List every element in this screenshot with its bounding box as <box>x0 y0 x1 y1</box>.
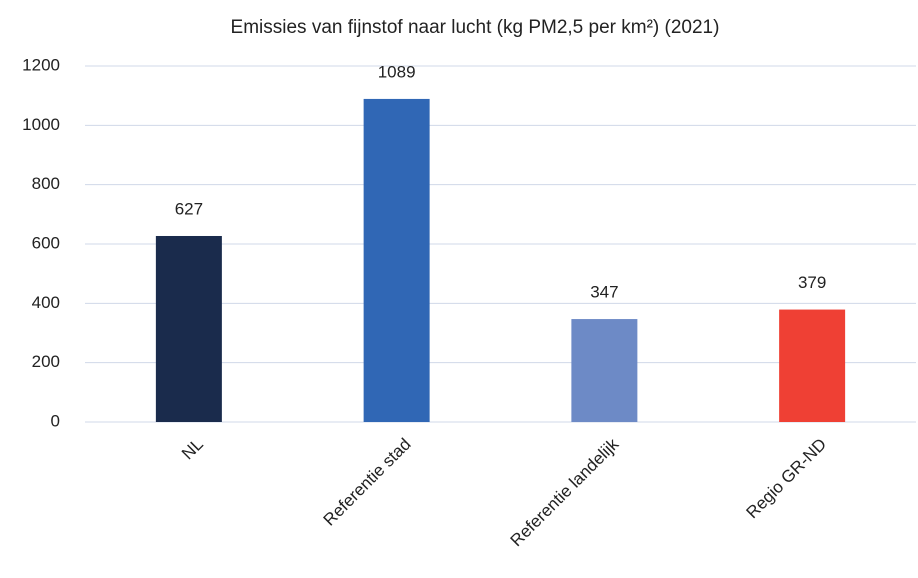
value-label: 627 <box>175 199 203 218</box>
y-tick-label: 1000 <box>22 115 60 134</box>
y-tick-label: 400 <box>32 293 60 312</box>
bar <box>779 309 846 422</box>
y-tick-label: 800 <box>32 174 60 193</box>
y-tick-label: 200 <box>32 352 60 371</box>
y-tick-label: 600 <box>32 233 60 252</box>
value-label: 347 <box>590 283 618 302</box>
value-label: 1089 <box>378 62 416 81</box>
x-tick-label: Referentie landelijk <box>507 434 623 550</box>
chart-title: Emissies van fijnstof naar lucht (kg PM2… <box>231 17 720 38</box>
value-label: 379 <box>798 273 826 292</box>
y-tick-label: 0 <box>51 411 60 430</box>
y-tick-label: 1200 <box>22 55 60 74</box>
bar <box>363 98 430 423</box>
x-tick-label: Referentie stad <box>320 435 415 530</box>
bar <box>571 319 638 422</box>
x-tick-label: NL <box>178 435 207 464</box>
bar <box>155 235 222 422</box>
x-tick-label: Regio GR-ND <box>743 435 831 523</box>
